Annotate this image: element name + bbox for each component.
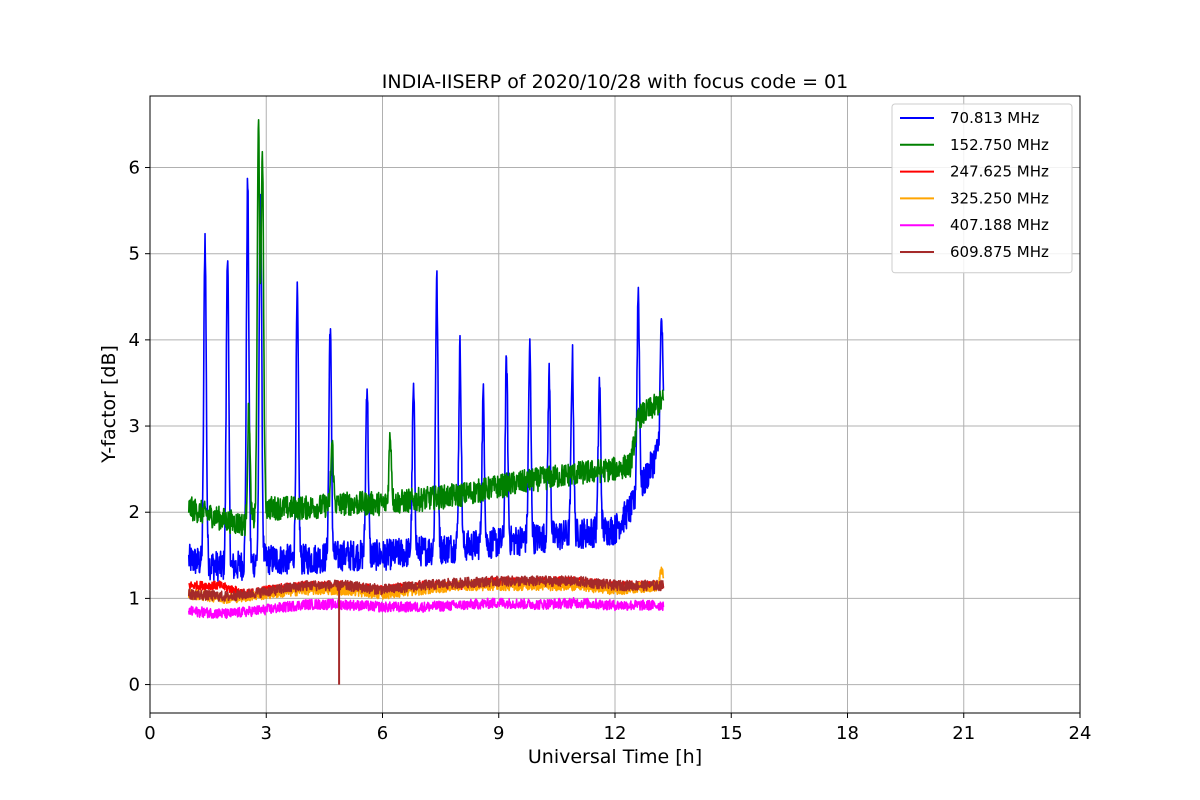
legend-label: 247.625 MHz: [950, 163, 1049, 181]
series-line: [187, 177, 665, 582]
x-axis-ticks: 0 3 6 9 12 15 18 21 24: [144, 713, 1091, 744]
y-tick-label: 2: [129, 502, 140, 523]
legend: 70.813 MHz 152.750 MHz 247.625 MHz 325.250 …: [891, 103, 1073, 274]
series-line: [187, 596, 665, 620]
x-tick-label: 9: [493, 723, 504, 744]
x-tick-label: 0: [144, 723, 155, 744]
legend-box: [891, 103, 1073, 274]
y-tick-label: 1: [129, 588, 140, 609]
y-axis-ticks: 0 1 2 3 4 5 6: [129, 158, 150, 696]
y-tick-label: 5: [129, 244, 140, 265]
x-tick-label: 24: [1069, 723, 1092, 744]
x-tick-label: 12: [604, 723, 627, 744]
x-tick-label: 15: [720, 723, 743, 744]
x-axis-label: Universal Time [h]: [528, 746, 702, 768]
y-tick-label: 0: [129, 675, 140, 696]
series-line: [187, 575, 665, 602]
x-tick-label: 3: [261, 723, 272, 744]
legend-label: 152.750 MHz: [950, 136, 1049, 154]
series-line: [187, 119, 665, 537]
series-layer: [187, 119, 665, 685]
legend-label: 407.188 MHz: [950, 216, 1049, 234]
legend-label: 70.813 MHz: [950, 109, 1039, 127]
x-tick-label: 21: [952, 723, 975, 744]
legend-label: 609.875 MHz: [950, 243, 1049, 261]
y-tick-label: 4: [129, 330, 140, 351]
x-tick-label: 6: [377, 723, 388, 744]
legend-label: 325.250 MHz: [950, 189, 1049, 207]
chart-title: INDIA-IISERP of 2020/10/28 with focus co…: [382, 71, 848, 93]
y-tick-label: 3: [129, 416, 140, 437]
y-tick-label: 6: [129, 158, 140, 179]
y-axis-label: Y-factor [dB]: [98, 345, 120, 464]
x-tick-label: 18: [836, 723, 859, 744]
